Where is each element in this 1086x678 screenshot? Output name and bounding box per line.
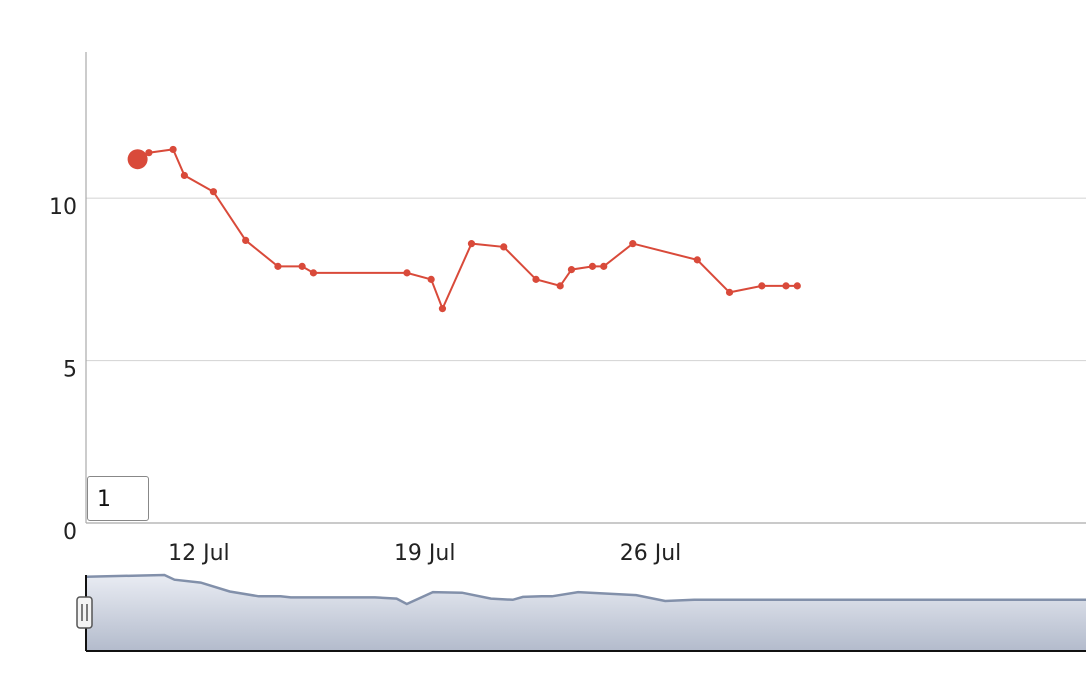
highlighted-point[interactable] — [127, 149, 148, 170]
series-point[interactable] — [793, 282, 801, 290]
y-tick-label: 0 — [63, 520, 77, 545]
series-point[interactable] — [758, 282, 766, 290]
series-point[interactable] — [629, 240, 637, 248]
y-tick-label: 10 — [49, 195, 77, 220]
series-points — [127, 145, 801, 313]
grid-layer — [86, 197, 1086, 362]
series-point[interactable] — [467, 240, 476, 248]
x-tick-labels: 12 Jul 19 Jul 26 Jul — [168, 541, 681, 566]
series-point[interactable] — [588, 262, 597, 270]
navigator-area — [86, 575, 1086, 651]
navigator-handle[interactable] — [76, 596, 93, 629]
series-point[interactable] — [180, 171, 188, 180]
series-point[interactable] — [532, 275, 540, 283]
series-point[interactable] — [145, 149, 153, 157]
x-tick-label: 26 Jul — [620, 541, 682, 566]
y-tick-labels: 0 5 10 — [49, 195, 77, 545]
series-point[interactable] — [274, 262, 282, 270]
series-point[interactable] — [567, 266, 576, 274]
navigator-line — [85, 573, 1086, 606]
navigator[interactable] — [76, 573, 1086, 652]
series-point[interactable] — [438, 305, 447, 313]
series-point[interactable] — [725, 288, 734, 296]
series-point[interactable] — [600, 262, 608, 270]
series-point[interactable] — [309, 269, 318, 277]
x-tick-label: 12 Jul — [168, 541, 230, 566]
series-point[interactable] — [169, 145, 177, 154]
series-point[interactable] — [242, 236, 250, 244]
series-point[interactable] — [298, 262, 306, 270]
x-tick-label: 19 Jul — [394, 541, 456, 566]
series-point[interactable] — [693, 256, 701, 264]
series-point[interactable] — [209, 188, 218, 196]
series-point[interactable] — [782, 282, 790, 290]
range-value-input[interactable]: 1 — [87, 476, 149, 521]
y-tick-label: 5 — [63, 358, 77, 383]
series-point[interactable] — [403, 269, 411, 277]
series-point[interactable] — [556, 282, 564, 290]
series-line — [137, 148, 798, 312]
series-point[interactable] — [500, 243, 508, 251]
series-point[interactable] — [427, 275, 435, 283]
